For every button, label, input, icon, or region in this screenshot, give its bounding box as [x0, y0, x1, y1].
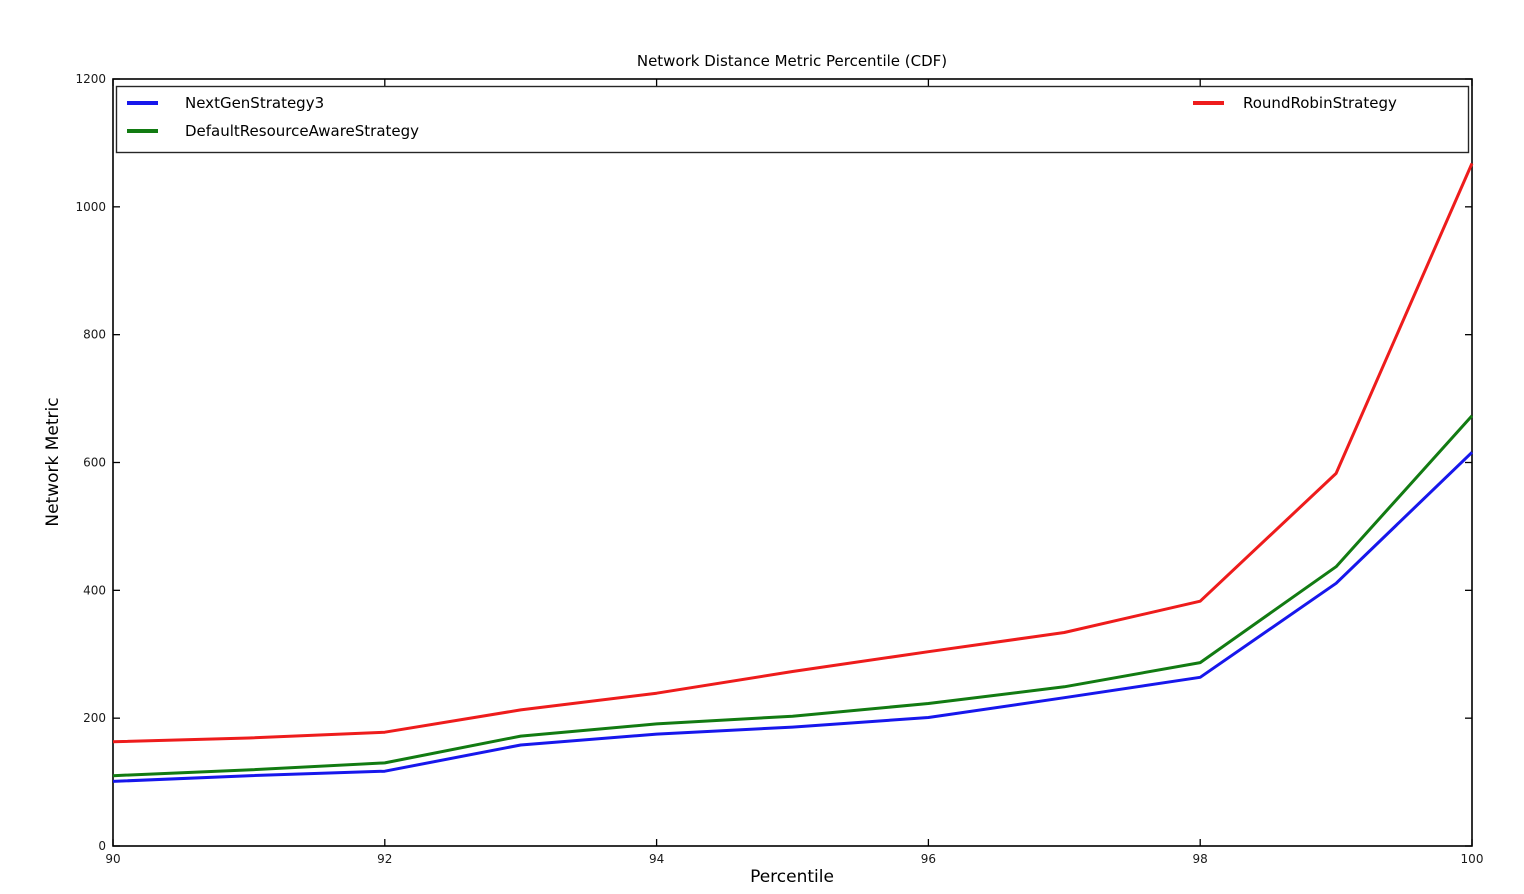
- legend-label-nextgenstrategy3: NextGenStrategy3: [185, 94, 324, 112]
- x-tick-label: 96: [921, 852, 936, 866]
- y-tick-label: 400: [83, 583, 106, 597]
- x-tick-label: 98: [1193, 852, 1208, 866]
- y-tick-label: 200: [83, 711, 106, 725]
- y-tick-label: 800: [83, 328, 106, 342]
- y-tick-label: 0: [98, 839, 106, 853]
- legend-label-defaultresourceawarestrategy: DefaultResourceAwareStrategy: [185, 122, 419, 140]
- x-tick-label: 90: [105, 852, 120, 866]
- series-line-nextgenstrategy3: [112, 451, 1474, 783]
- series-line-defaultresourceawarestrategy: [112, 414, 1474, 778]
- legend-box: [115, 85, 1470, 154]
- y-tick-label: 1000: [75, 200, 106, 214]
- y-tick-label: 600: [83, 456, 106, 470]
- legend-label-roundrobinstrategy: RoundRobinStrategy: [1243, 94, 1397, 112]
- legend: NextGenStrategy3 DefaultResourceAwareStr…: [115, 85, 1470, 154]
- x-tick-label: 94: [649, 852, 664, 866]
- x-tick-label: 92: [377, 852, 392, 866]
- y-tick-label: 1200: [75, 72, 106, 86]
- x-axis-label: Percentile: [750, 867, 834, 887]
- y-axis-label: Network Metric: [43, 397, 63, 526]
- series-line-roundrobinstrategy: [112, 162, 1474, 744]
- x-tick-label: 100: [1461, 852, 1484, 866]
- plot-frame: [112, 78, 1473, 847]
- chart-title: Network Distance Metric Percentile (CDF): [637, 52, 947, 70]
